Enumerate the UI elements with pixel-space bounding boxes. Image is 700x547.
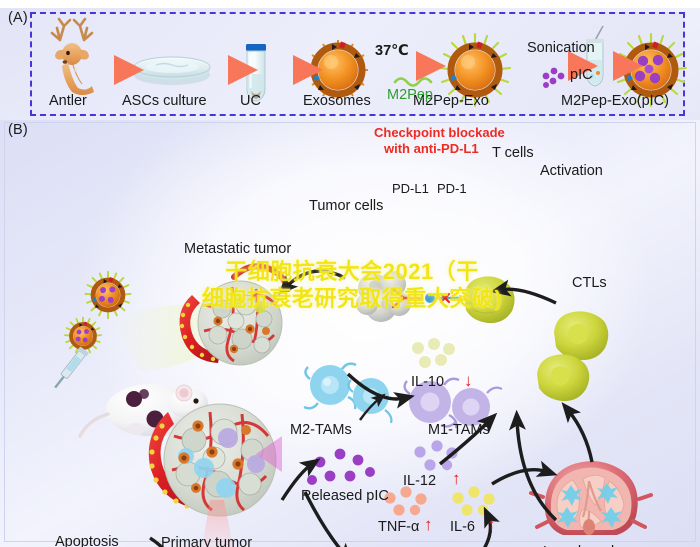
label-pd1: PD-1 xyxy=(437,181,467,196)
label-anti-pdl1: with anti-PD-L1 xyxy=(384,141,479,156)
il6-dots xyxy=(452,486,495,516)
label-pdl1: PD-L1 xyxy=(392,181,429,196)
label-ascs-culture: ASCs culture xyxy=(122,93,207,109)
exosome-particle-2 xyxy=(64,316,102,356)
il10-down-arrow: ↓ xyxy=(464,371,473,390)
label-m2pep-exo-pic: M2Pep-Exo(pIC) xyxy=(561,93,669,109)
label-released-pic: Released pIC xyxy=(301,488,389,504)
label-il10: IL-10 xyxy=(411,374,445,390)
tumor-cells-icon xyxy=(356,271,411,322)
exosome-peptide-icon xyxy=(438,32,512,108)
tnfa-dots xyxy=(384,486,427,516)
pd1-receptor-icon xyxy=(425,293,435,303)
panel-a-graphics xyxy=(50,17,688,108)
panel-a-tag: (A) xyxy=(8,10,28,26)
metastatic-tumor-icon xyxy=(179,263,291,366)
label-lymph-nodes: Lymph nodes xyxy=(543,545,630,547)
process-arrows xyxy=(104,51,643,85)
panel-b-graphics xyxy=(54,263,653,547)
il10-dots xyxy=(412,338,455,368)
label-il6: IL-6 xyxy=(450,519,475,535)
label-m2-tams: M2-TAMs xyxy=(290,422,352,438)
ctl-cell-1 xyxy=(554,311,609,361)
il6-up-arrow: ↑ xyxy=(487,515,496,534)
label-uc: UC xyxy=(240,93,261,109)
deer-icon xyxy=(50,17,94,95)
flow-arrows xyxy=(149,269,594,547)
label-antler: Antler xyxy=(49,93,87,109)
label-checkpoint-blockade: Checkpoint blockade xyxy=(374,125,505,140)
polarization-arrow xyxy=(359,393,386,421)
primary-tumor-icon xyxy=(148,403,282,517)
label-temperature: 37℃ xyxy=(375,43,409,59)
label-ctls: CTLs xyxy=(572,275,607,291)
exosome-icon xyxy=(308,40,368,100)
il12-up-arrow: ↑ xyxy=(452,469,461,488)
label-primary-tumor: Primary tumor xyxy=(161,535,253,547)
label-m1-tams: M1-TAMs xyxy=(428,422,490,438)
tnfa-up-arrow: ↑ xyxy=(424,515,433,534)
panel-b-tag: (B) xyxy=(8,122,28,138)
label-m2pep: M2Pep xyxy=(387,87,433,103)
m2-tam-2 xyxy=(347,378,393,424)
exosome-particle-1 xyxy=(84,270,132,320)
label-pic: pIC xyxy=(570,67,593,83)
m2pep-squiggle xyxy=(393,77,433,87)
syringe-icon xyxy=(54,346,89,389)
label-t-cells: T cells xyxy=(492,145,534,161)
label-activation: Activation xyxy=(540,163,603,179)
t-cell-1 xyxy=(464,276,515,324)
label-metastatic-tumor: Metastatic tumor xyxy=(184,241,292,257)
label-tnfa: TNF-α xyxy=(378,519,420,535)
m2-tam-1 xyxy=(303,362,357,410)
label-apoptosis: Apoptosis xyxy=(55,534,119,547)
blocked-cross-icon xyxy=(439,292,451,304)
pdl1-antibody-icon xyxy=(391,287,424,309)
label-tumor-cells: Tumor cells xyxy=(309,198,384,214)
label-exosomes: Exosomes xyxy=(303,93,371,109)
label-m2pep-exo: M2Pep-Exo xyxy=(413,93,489,109)
lymph-node-icon xyxy=(529,461,653,535)
petri-dish-icon xyxy=(133,56,211,85)
pic-dots-panel-a xyxy=(542,67,565,88)
panel-b: (B) xyxy=(0,120,700,547)
label-il12: IL-12 xyxy=(403,473,437,489)
label-sonication: Sonication xyxy=(527,40,595,56)
ctl-cell-2 xyxy=(537,354,590,402)
released-pic-dots xyxy=(307,448,375,485)
panel-a: (A) xyxy=(0,8,700,120)
